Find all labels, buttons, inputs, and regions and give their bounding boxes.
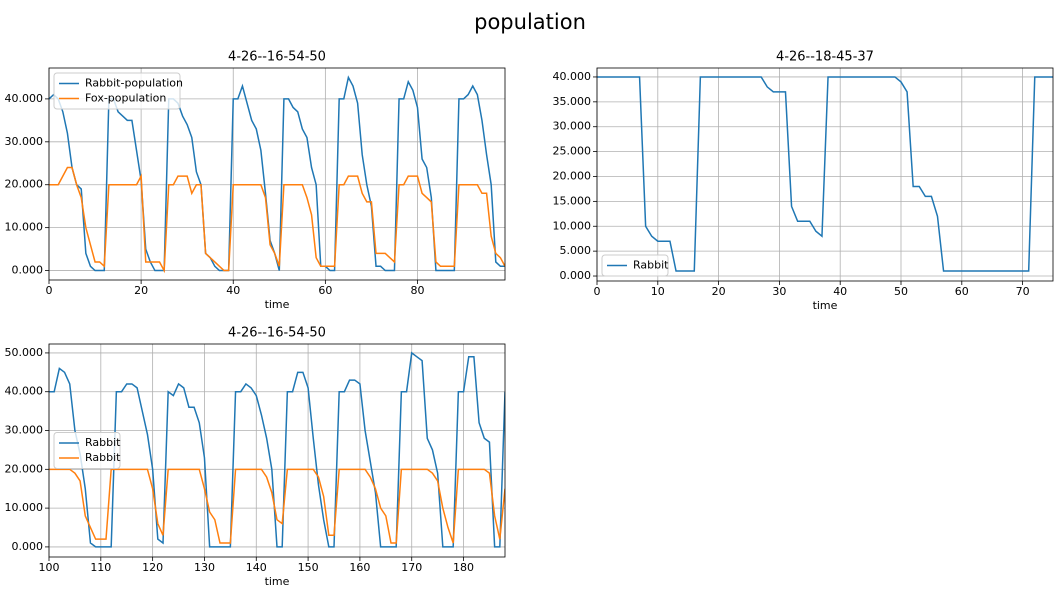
x-tick-label: 120 <box>142 561 163 574</box>
series-line <box>597 76 1053 272</box>
x-tick-label: 20 <box>134 284 148 297</box>
x-tick-label: 20 <box>712 285 726 298</box>
y-tick-label: 50.000 <box>5 346 44 359</box>
x-tick-label: 130 <box>194 561 215 574</box>
x-tick-label: 40 <box>226 284 240 297</box>
subplot-title: 4-26--16-54-50 <box>228 326 326 341</box>
x-tick-label: 0 <box>594 285 601 298</box>
y-tick-label: 40.000 <box>5 92 44 105</box>
legend-label: Rabbit <box>633 259 669 272</box>
x-tick-label: 0 <box>46 284 53 297</box>
subplot-title: 4-26--16-54-50 <box>228 50 326 65</box>
x-tick-label: 150 <box>298 561 319 574</box>
subplot-title: 4-26--18-45-37 <box>776 50 874 65</box>
series-line <box>49 166 505 274</box>
y-tick-label: 0.000 <box>12 540 44 553</box>
y-tick-label: 35.000 <box>553 95 592 108</box>
x-tick-label: 40 <box>833 285 847 298</box>
y-tick-label: 25.000 <box>553 145 592 158</box>
x-tick-label: 60 <box>955 285 969 298</box>
y-tick-label: 0.000 <box>560 269 592 282</box>
x-axis-label: time <box>265 575 290 588</box>
legend-label: Rabbit <box>85 436 121 449</box>
legend-label: Fox-population <box>85 92 166 105</box>
legend-box <box>53 72 181 110</box>
legend-label: Rabbit-population <box>85 77 183 90</box>
legend-box <box>601 254 669 277</box>
y-tick-label: 5.000 <box>560 244 592 257</box>
plot-frame <box>48 67 506 281</box>
legend-box <box>53 432 121 469</box>
y-tick-label: 30.000 <box>553 120 592 133</box>
subplot: 4-26--16-54-50 0 20 40 60 80 0.000 10.000 20.000… <box>5 50 506 311</box>
subplot: 4-26--18-45-37 0 10 20 30 40 50 60 70 0.000 5.000 1… <box>553 50 1054 312</box>
y-tick-label: 20.000 <box>5 462 44 475</box>
x-axis-label: time <box>813 299 838 312</box>
x-tick-label: 140 <box>246 561 267 574</box>
x-tick-label: 110 <box>90 561 111 574</box>
y-tick-label: 30.000 <box>5 135 44 148</box>
plot-frame <box>48 343 506 558</box>
x-axis-label: time <box>265 298 290 311</box>
plot-frame <box>596 67 1054 282</box>
y-tick-label: 10.000 <box>553 219 592 232</box>
y-tick-label: 20.000 <box>553 169 592 182</box>
x-tick-label: 170 <box>401 561 422 574</box>
x-tick-label: 180 <box>453 561 474 574</box>
figure-title: population <box>474 10 586 34</box>
x-tick-label: 70 <box>1016 285 1030 298</box>
series-line <box>49 468 505 544</box>
x-tick-label: 60 <box>318 284 332 297</box>
y-tick-label: 10.000 <box>5 501 44 514</box>
series-line <box>49 351 505 548</box>
x-tick-label: 80 <box>410 284 424 297</box>
y-tick-label: 40.000 <box>553 70 592 83</box>
y-tick-label: 0.000 <box>12 264 44 277</box>
x-tick-label: 160 <box>349 561 370 574</box>
y-tick-label: 30.000 <box>5 424 44 437</box>
subplot: 4-26--16-54-50 100 110 120 130 140 150 160 170 18… <box>5 326 506 588</box>
x-tick-label: 30 <box>772 285 786 298</box>
y-tick-label: 40.000 <box>5 385 44 398</box>
y-tick-label: 10.000 <box>5 221 44 234</box>
y-tick-label: 20.000 <box>5 178 44 191</box>
x-tick-label: 100 <box>39 561 60 574</box>
x-tick-label: 10 <box>651 285 665 298</box>
y-tick-label: 15.000 <box>553 194 592 207</box>
x-tick-label: 50 <box>894 285 908 298</box>
legend-label: Rabbit <box>85 451 121 464</box>
